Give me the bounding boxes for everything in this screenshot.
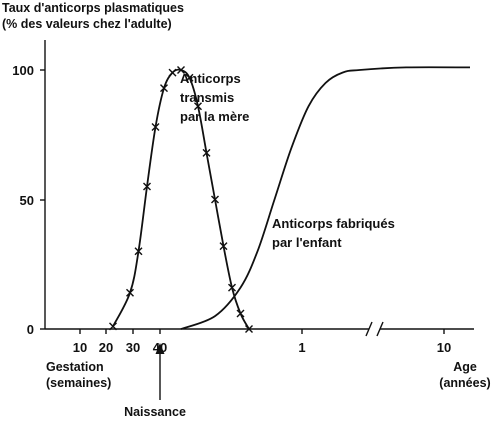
maternal-antibodies-point: [126, 288, 134, 297]
series-layer: [109, 66, 471, 333]
x-tick-label-10-years: 10: [437, 340, 451, 355]
x-tick-10-years: 10: [437, 329, 451, 355]
y-tick-100: 100: [12, 63, 45, 78]
maternal-antibodies-point: [202, 148, 211, 157]
y-tick-label-50: 50: [20, 193, 34, 208]
x-axis-break: [365, 321, 384, 337]
maternal-antibodies-label-line-3: par la mère: [180, 109, 249, 124]
x-tick-1: 1: [298, 329, 306, 355]
maternal-antibodies-point: [245, 325, 253, 333]
maternal-antibodies-point: [219, 242, 228, 251]
birth-arrow: [155, 343, 165, 400]
y-axis-label-line-2: (% des valeurs chez l'adulte): [2, 17, 172, 31]
maternal-antibodies-point: [134, 247, 143, 256]
x-tick-label-1: 1: [298, 340, 305, 355]
maternal-antibodies-label-line-2: transmis: [180, 90, 234, 105]
y-tick-50: 50: [20, 193, 45, 208]
maternal-antibodies-point: [177, 66, 185, 74]
maternal-antibodies-point: [228, 283, 236, 292]
maternal-antibodies-point: [160, 84, 168, 93]
x-tick-20: 20: [99, 329, 113, 355]
y-axis-label-line-1: Taux d'anticorps plasmatiques: [2, 1, 184, 15]
y-tick-label-0: 0: [27, 322, 34, 337]
child-antibodies-label-line-1: Anticorps fabriqués: [272, 216, 395, 231]
child-antibodies-label-line-2: par l'enfant: [272, 235, 342, 250]
x-tick-30: 30: [126, 329, 140, 355]
child-antibodies-curve: [180, 66, 471, 330]
x-tick-label-10: 10: [73, 340, 87, 355]
y-tick-label-100: 100: [12, 63, 34, 78]
x-tick-label-30: 30: [126, 340, 140, 355]
gestation-label-line-2: (semaines): [46, 376, 111, 390]
maternal-antibodies-point: [236, 309, 245, 318]
maternal-antibodies-point: [168, 68, 177, 77]
gestation-label-line-1: Gestation: [46, 360, 104, 374]
x-tick-10: 10: [73, 329, 87, 355]
maternal-antibodies-point: [185, 73, 194, 82]
maternal-antibodies-point: [143, 182, 151, 191]
maternal-antibodies-point: [211, 195, 219, 204]
maternal-antibodies-label-line-1: Anticorps: [180, 71, 241, 86]
age-label-line-1: Age: [453, 360, 477, 374]
x-tick-label-20: 20: [99, 340, 113, 355]
maternal-antibodies-point: [109, 322, 117, 331]
age-label-line-2: (années): [439, 376, 490, 390]
maternal-antibodies-point: [194, 102, 202, 111]
maternal-antibodies-curve: [112, 68, 250, 330]
maternal-antibodies-point: [151, 123, 160, 131]
y-tick-0: 0: [27, 322, 45, 337]
birth-label: Naissance: [124, 405, 186, 419]
